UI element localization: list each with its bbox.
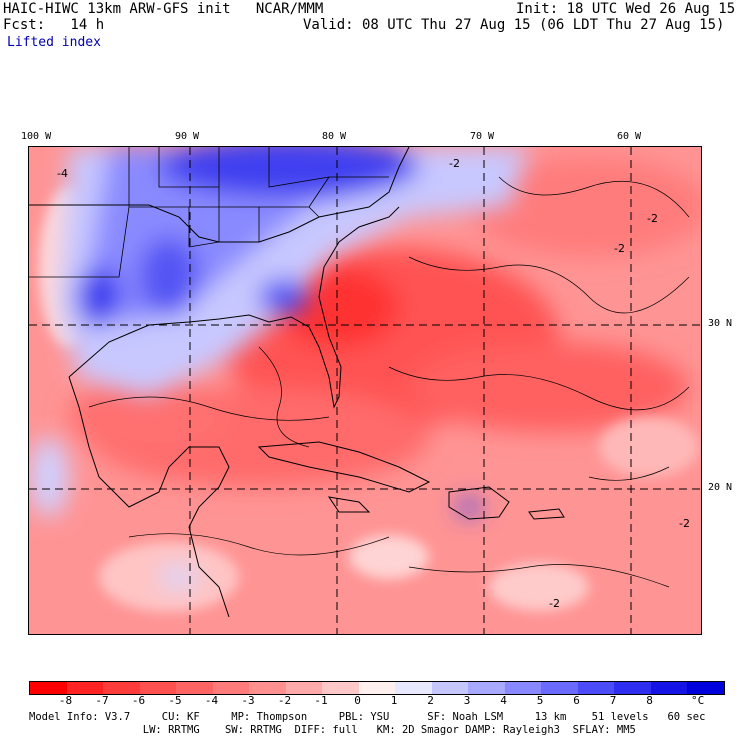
lon-label-100w: 100 W (21, 131, 52, 142)
colorbar-swatch (395, 682, 432, 694)
colorbar-tick-label: -2 (277, 694, 292, 707)
unstable-region (69, 157, 701, 487)
colorbar (29, 681, 725, 695)
contour-label: -4 (57, 167, 68, 180)
colorbar-tick-label: 6 (573, 694, 580, 707)
colorbar-tick-label: -1 (314, 694, 328, 707)
lat-label-30n: 30 N (708, 318, 733, 329)
colorbar-swatch (212, 682, 249, 694)
forecast-hour: Fcst: 14 h (3, 17, 105, 33)
contours (88, 176, 690, 588)
colorbar-swatch (30, 682, 67, 694)
state-borders (29, 147, 389, 278)
colorbar-tick-label: -3 (241, 694, 255, 707)
graticule (29, 147, 701, 634)
colorbar-swatch (614, 682, 651, 694)
colorbar-swatch (66, 682, 103, 694)
contour-label: -2 (449, 157, 460, 170)
coastlines (29, 147, 565, 618)
lon-label-90w: 90 W (175, 131, 200, 142)
colorbar-tick-label: 8 (646, 694, 653, 707)
contour-label: -2 (679, 517, 690, 530)
colorbar-swatch (358, 682, 395, 694)
stable-region (29, 147, 529, 589)
colorbar-unit: °C (691, 694, 705, 707)
colorbar-tick-label: 7 (609, 694, 617, 707)
colorbar-swatch (541, 682, 578, 694)
lat-label-20n: 20 N (708, 482, 733, 493)
colorbar-swatch (577, 682, 614, 694)
field-name: Lifted index (7, 35, 101, 50)
contour-label: -2 (549, 597, 560, 610)
colorbar-swatch (176, 682, 213, 694)
colorbar-tick-label: -8 (58, 694, 73, 707)
colorbar-swatch (650, 682, 687, 694)
colorbar-tick-label: -4 (204, 694, 219, 707)
colorbar-tick-label: 2 (427, 694, 434, 707)
colorbar-swatch (249, 682, 286, 694)
colorbar-tick-label: -5 (168, 694, 182, 707)
colorbar-tick-label: 4 (500, 694, 507, 707)
colorbar-tick-label: -6 (131, 694, 146, 707)
valid-time: Valid: 08 UTC Thu 27 Aug 15 (06 LDT Thu … (303, 17, 725, 33)
colorbar-ticks: -8 -7 -6 -5 -4 -3 -2 -1 0 1 2 3 4 5 6 7 8 (29, 694, 729, 708)
model-title: HAIC-HIWC 13km ARW-GFS init NCAR/MMM (3, 1, 324, 17)
model-info-line1: Model Info: V3.7 CU: KF MP: Thompson PBL… (29, 711, 706, 723)
colorbar-swatch (687, 682, 724, 694)
colorbar-swatch (285, 682, 322, 694)
colorbar-tick-label: -7 (95, 694, 109, 707)
lon-label-80w: 80 W (322, 131, 347, 142)
map-canvas: -4 -2 -2 -2 -2 -2 (29, 147, 701, 634)
colorbar-tick-label: 0 (354, 694, 361, 707)
colorbar-swatch (504, 682, 541, 694)
lifted-index-map: -4 -2 -2 -2 -2 -2 (28, 146, 702, 635)
colorbar-tick-label: 5 (536, 694, 544, 707)
contour-label: -2 (614, 242, 625, 255)
colorbar-swatch (431, 682, 468, 694)
lon-label-70w: 70 W (470, 131, 495, 142)
init-time: Init: 18 UTC Wed 26 Aug 15 (516, 1, 736, 17)
colorbar-tick-label: 1 (390, 694, 398, 707)
contour-label: -2 (647, 212, 658, 225)
colorbar-swatch (103, 682, 140, 694)
lon-label-60w: 60 W (617, 131, 642, 142)
colorbar-swatch (139, 682, 176, 694)
colorbar-swatch (322, 682, 359, 694)
colorbar-tick-label: 3 (463, 694, 471, 707)
model-info-line2: LW: RRTMG SW: RRTMG DIFF: full KM: 2D Sm… (29, 724, 636, 736)
colorbar-swatch (468, 682, 505, 694)
